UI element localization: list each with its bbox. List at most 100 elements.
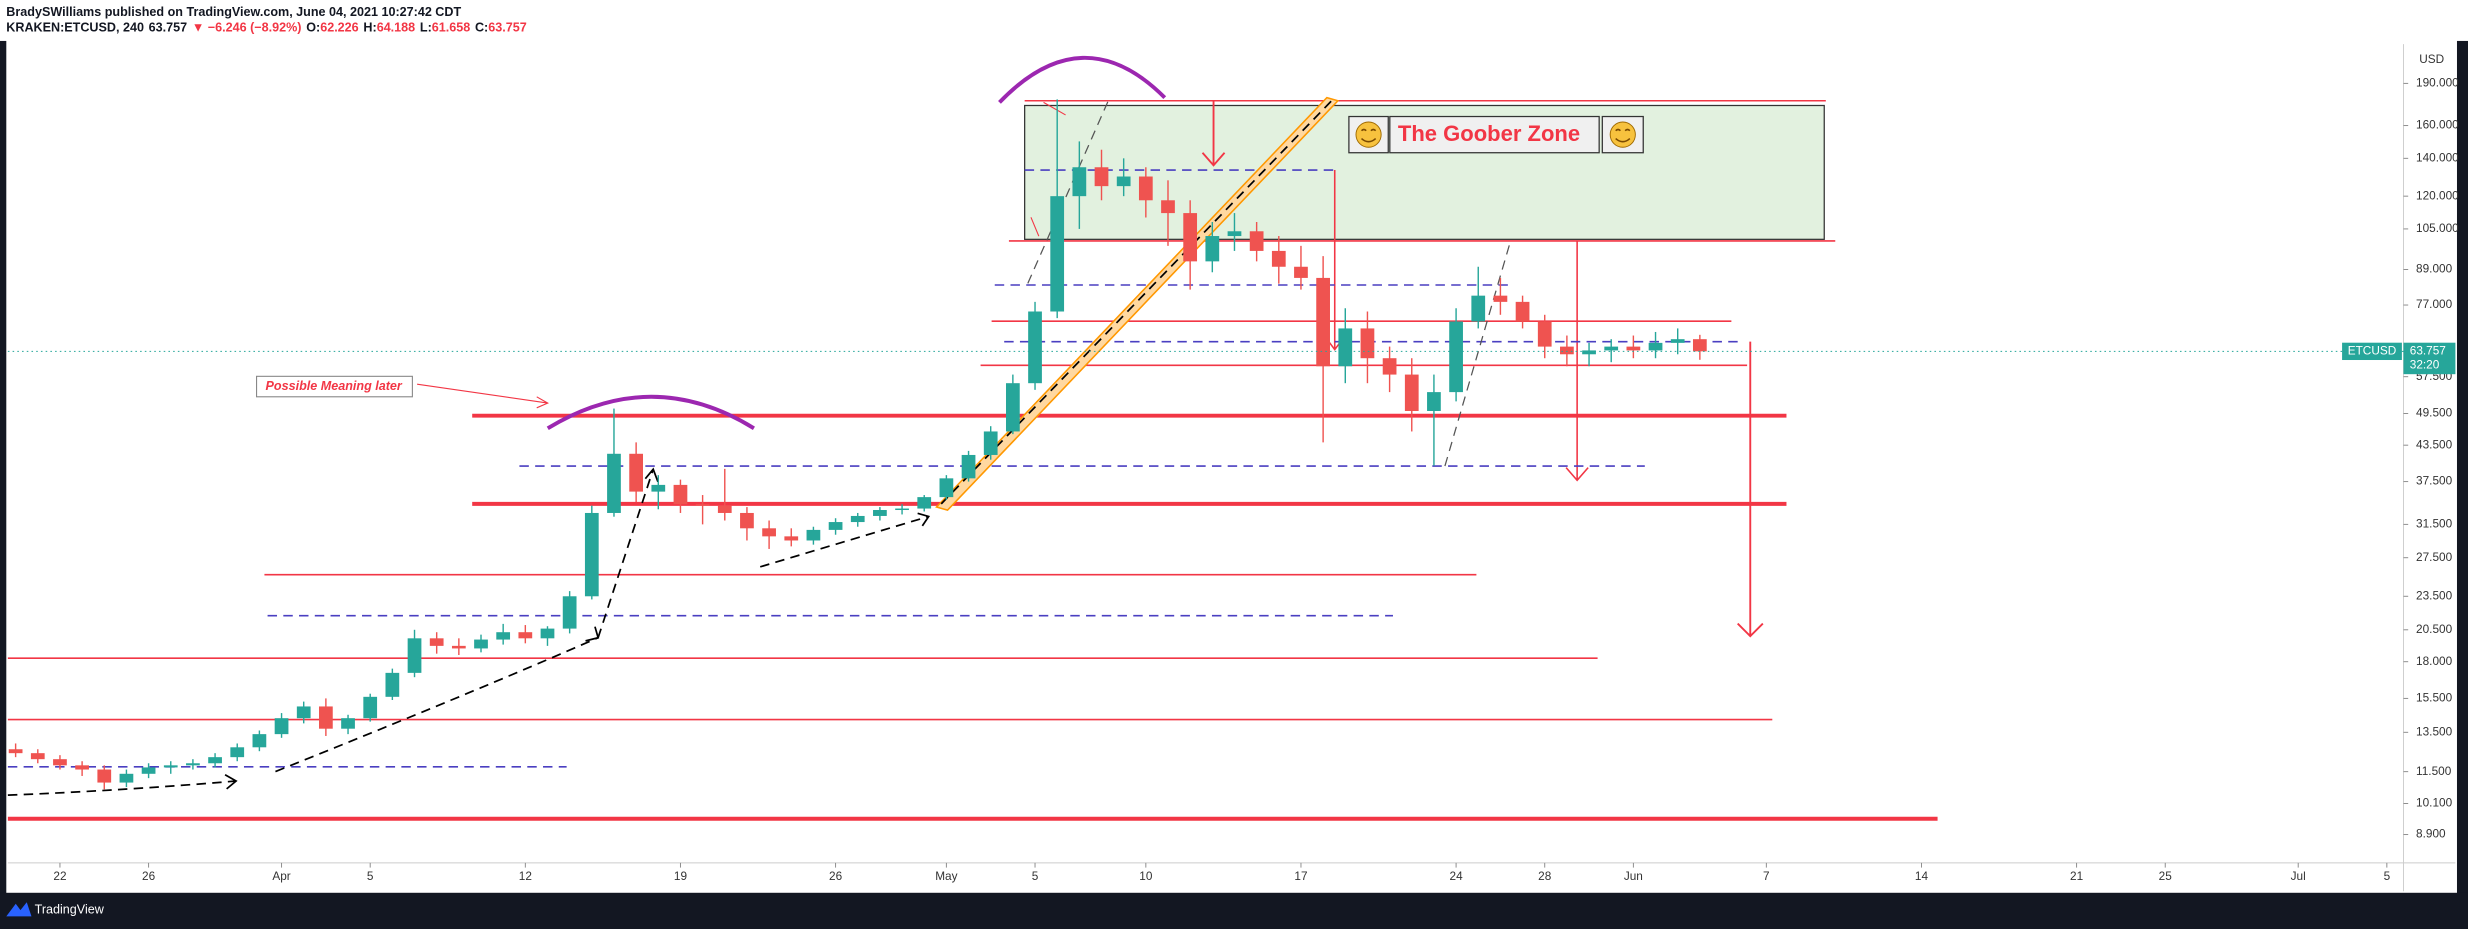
candle-body [651, 484, 666, 492]
candle-body [1648, 342, 1663, 351]
symbol-label: ETCUSD [2348, 343, 2397, 357]
y-tick-label: 190.000 [2416, 75, 2459, 89]
y-tick-label: 23.500 [2416, 588, 2453, 602]
candle-body [584, 512, 599, 597]
x-tick-label: 19 [674, 869, 687, 883]
candle-body [1138, 176, 1153, 201]
candle-body [474, 639, 488, 649]
right-border [2456, 40, 2468, 895]
x-tick-label: May [935, 869, 957, 883]
candle-body [385, 672, 400, 697]
candle-body [1050, 196, 1065, 312]
candle-body [939, 478, 954, 498]
header-field: C: [475, 21, 488, 35]
candle-body [30, 753, 45, 760]
trend [759, 515, 929, 568]
candle-body [341, 718, 355, 729]
y-tick-label: 37.500 [2416, 474, 2453, 488]
candle-body [319, 706, 333, 729]
candle-body [1670, 339, 1685, 343]
candle-body [141, 767, 156, 774]
x-tick-label: 7 [1763, 869, 1770, 883]
y-tick-label: 10.100 [2416, 796, 2453, 810]
candle-body [75, 765, 89, 770]
header-field: O: [306, 21, 320, 35]
candle-body [252, 734, 267, 748]
ohlc-row: KRAKEN:ETCUSD, 240 63.757 ▼ −6.246 (−8.92%… [6, 21, 526, 35]
candle-body [1249, 231, 1264, 251]
candle-body [230, 747, 245, 758]
candle-body [983, 431, 998, 455]
x-tick-label: 21 [2070, 869, 2083, 883]
candle-body [784, 536, 799, 541]
arc [546, 394, 755, 430]
trend [1444, 239, 1512, 467]
arrow [1201, 100, 1226, 167]
y-tick-label: 15.500 [2416, 691, 2453, 705]
arrow [1737, 341, 1764, 638]
y-tick-label: 105.000 [2416, 221, 2459, 235]
pointer [1030, 217, 1040, 237]
candle-body [518, 632, 533, 639]
candle-body [895, 508, 909, 511]
x-tick-label: 28 [1538, 869, 1552, 883]
y-tick-label: 11.500 [2416, 764, 2452, 778]
x-tick-label: 12 [519, 869, 532, 883]
candle-body [1471, 295, 1486, 322]
x-tick-label: Jun [1624, 869, 1643, 883]
candle-body [1316, 277, 1330, 367]
candle-body [1360, 328, 1375, 359]
head [917, 512, 931, 527]
candle-body [1161, 200, 1175, 214]
trend [597, 468, 655, 638]
candle-body [407, 638, 422, 673]
candle-body [119, 773, 134, 783]
candle-body [363, 696, 378, 719]
candle-body [806, 529, 821, 541]
footer-text: TradingView [35, 902, 105, 916]
header-field: H: [363, 21, 376, 35]
candle-body [1294, 266, 1308, 278]
trend [7, 780, 237, 797]
header-field: 61.658 [432, 21, 470, 35]
candle-body [1382, 358, 1397, 375]
candle-body [629, 453, 644, 492]
candle-body [296, 706, 311, 719]
candle-body [163, 765, 178, 768]
y-tick-label: 77.000 [2416, 297, 2453, 311]
candle-body [429, 638, 444, 646]
candle-body [186, 763, 200, 766]
head [644, 467, 659, 483]
candle-body [1626, 346, 1641, 351]
x-tick-label: Jul [2291, 869, 2306, 883]
head [585, 626, 600, 642]
ohlc-text: KRAKEN:ETCUSD, 240 63.757 ▼ −6.246 (−8.92%… [6, 21, 526, 35]
candle-body [607, 453, 621, 513]
trend [275, 636, 599, 773]
candle-body [1205, 236, 1220, 262]
candle-body [53, 759, 67, 766]
candle-body [1493, 295, 1508, 302]
candle-body [1005, 383, 1020, 432]
head [224, 773, 238, 790]
candle-body [1449, 321, 1463, 393]
header-field: 64.188 [377, 21, 415, 35]
candle-body [673, 484, 688, 505]
left-border [0, 40, 7, 895]
header-field: 63.757 [149, 21, 187, 35]
candle-body [496, 632, 511, 640]
candle-body [97, 769, 112, 783]
footer-bar [0, 892, 2468, 929]
candle-body [917, 497, 932, 509]
y-tick-label: 120.000 [2416, 188, 2459, 202]
y-tick-label: 18.000 [2416, 654, 2453, 668]
zone-label: The Goober Zone [1398, 121, 1580, 146]
candle-body [762, 528, 776, 537]
countdown: 32:20 [2410, 358, 2440, 372]
candle-body [1271, 250, 1286, 267]
x-tick-label: 25 [2159, 869, 2173, 883]
candle-body [540, 628, 555, 639]
candle-body [850, 515, 865, 523]
candle-body [1183, 213, 1198, 262]
header-field: 62.226 [320, 21, 358, 35]
